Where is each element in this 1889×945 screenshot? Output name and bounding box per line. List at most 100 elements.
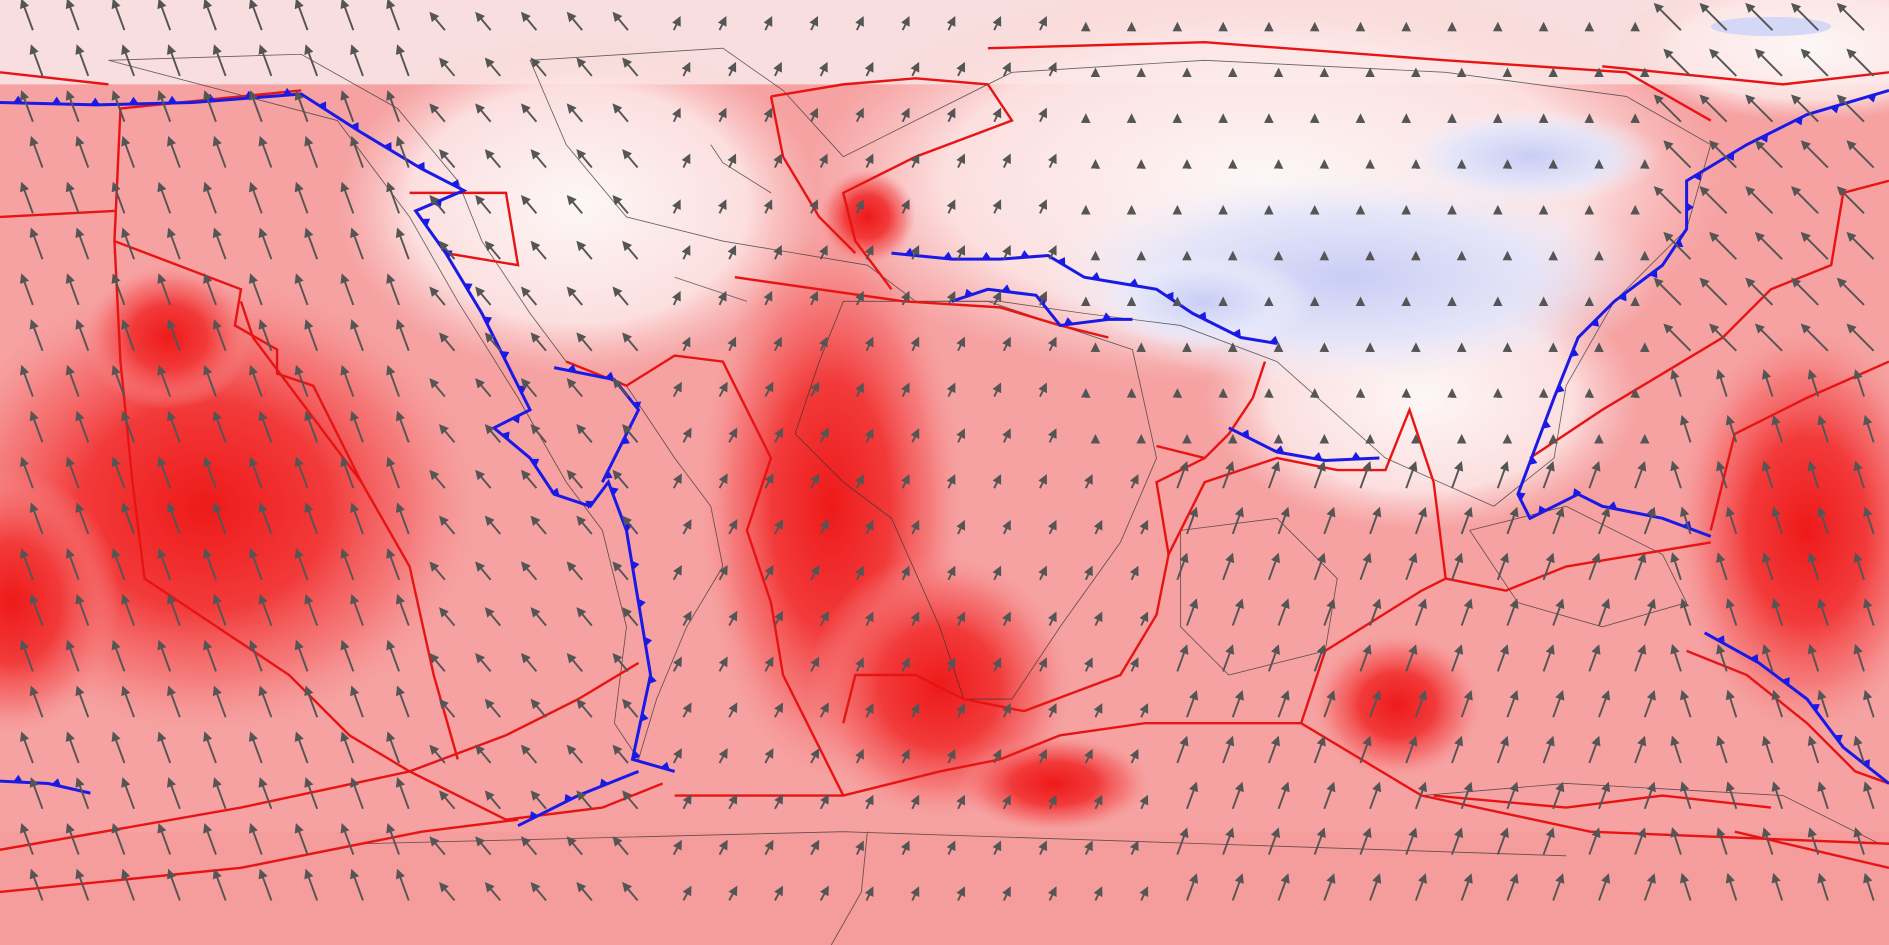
velocity-arrow xyxy=(1754,231,1783,260)
velocity-arrow xyxy=(992,107,1002,123)
velocity-arrow xyxy=(157,548,172,581)
velocity-arrow xyxy=(475,286,492,306)
velocity-arrow xyxy=(727,61,737,77)
velocity-arrow xyxy=(203,364,217,397)
velocity-arrow xyxy=(75,227,90,260)
velocity-arrow xyxy=(395,685,410,718)
velocity-arrow xyxy=(622,57,639,77)
velocity-arrow xyxy=(810,564,820,581)
velocity-arrow xyxy=(212,502,227,535)
velocity-arrow xyxy=(386,273,400,306)
velocity-arrow xyxy=(1598,873,1611,901)
velocity-arrow xyxy=(294,456,309,489)
velocity-arrow xyxy=(157,731,172,764)
velocity-arrow xyxy=(946,840,956,856)
velocity-arrow xyxy=(121,777,135,810)
velocity-arrow xyxy=(75,593,90,626)
velocity-arrow xyxy=(819,519,829,535)
velocity-arrow xyxy=(475,11,492,31)
velocity-arrow xyxy=(1680,598,1692,626)
velocity-arrow xyxy=(1771,506,1784,535)
velocity-arrow xyxy=(810,748,820,764)
velocity-arrow xyxy=(1754,140,1783,169)
velocity-arrow xyxy=(946,657,956,672)
velocity-arrow xyxy=(810,473,820,489)
velocity-arrow xyxy=(1129,474,1139,489)
velocity-arrow xyxy=(258,593,273,626)
velocity-arrow xyxy=(1846,323,1875,352)
velocity-arrow xyxy=(212,135,227,168)
velocity-arrow xyxy=(1506,506,1519,535)
velocity-arrow xyxy=(682,427,692,443)
velocity-arrow xyxy=(566,836,583,856)
velocity-arrow xyxy=(1653,94,1682,123)
velocity-arrow xyxy=(121,410,135,443)
velocity-arrow xyxy=(1709,140,1737,169)
velocity-arrow xyxy=(29,502,44,535)
velocity-arrow xyxy=(439,698,456,718)
velocity-arrow xyxy=(65,822,80,855)
velocity-arrow xyxy=(1663,48,1692,77)
subduction-tooth xyxy=(383,142,392,151)
velocity-arrow xyxy=(900,16,910,31)
velocity-arrow xyxy=(350,868,364,901)
velocity-arrow xyxy=(1863,598,1875,626)
velocity-arrow xyxy=(1267,827,1281,855)
velocity-arrow xyxy=(773,153,782,168)
subduction-tooth xyxy=(610,486,619,496)
subduction-tooth xyxy=(1351,451,1361,460)
hot-region xyxy=(0,470,121,736)
velocity-arrow xyxy=(819,793,829,810)
velocity-arrow xyxy=(1807,643,1820,672)
velocity-arrow xyxy=(1588,735,1601,764)
subduction-tooth xyxy=(167,95,178,104)
velocity-arrow xyxy=(350,44,364,77)
velocity-arrow xyxy=(1863,689,1875,718)
velocity-arrow xyxy=(1277,873,1290,901)
velocity-arrow xyxy=(1038,657,1047,672)
velocity-arrow xyxy=(566,194,583,214)
velocity-arrow xyxy=(956,61,966,77)
velocity-arrow xyxy=(1725,872,1738,901)
velocity-arrow xyxy=(1680,781,1692,810)
velocity-arrow xyxy=(1817,598,1829,626)
velocity-arrow xyxy=(566,561,583,581)
velocity-arrow xyxy=(258,410,273,443)
velocity-arrow xyxy=(1047,794,1057,810)
subduction-tooth xyxy=(421,218,431,227)
velocity-arrow xyxy=(1496,827,1509,855)
velocity-arrow xyxy=(809,199,819,214)
velocity-arrow xyxy=(773,61,782,77)
subduction-tooth xyxy=(640,712,649,722)
velocity-arrow xyxy=(1817,872,1829,901)
velocity-arrow xyxy=(1771,598,1784,626)
velocity-arrow xyxy=(612,286,629,306)
velocity-arrow xyxy=(1807,552,1820,581)
velocity-arrow xyxy=(1846,140,1875,169)
velocity-arrow xyxy=(1359,460,1372,489)
velocity-arrow xyxy=(1709,48,1737,77)
velocity-arrow xyxy=(956,336,966,352)
subduction-tooth xyxy=(463,283,473,292)
velocity-arrow xyxy=(566,11,583,31)
velocity-arrow xyxy=(682,702,692,718)
velocity-arrow xyxy=(1222,644,1235,672)
velocity-arrow xyxy=(157,364,172,397)
velocity-arrow xyxy=(1643,598,1656,626)
velocity-arrow xyxy=(1359,552,1372,581)
velocity-arrow xyxy=(520,11,538,31)
velocity-arrow xyxy=(1084,657,1093,672)
velocity-arrow xyxy=(956,886,966,901)
subduction-tooth xyxy=(450,179,460,189)
velocity-arrow xyxy=(1451,552,1464,581)
subduction-tooth xyxy=(1590,318,1600,327)
velocity-arrow xyxy=(1725,598,1738,626)
velocity-arrow xyxy=(810,656,820,672)
velocity-arrow xyxy=(484,240,502,260)
velocity-arrow xyxy=(304,685,319,718)
velocity-arrow xyxy=(111,364,126,397)
velocity-arrow xyxy=(1506,781,1519,810)
velocity-arrow xyxy=(900,199,910,214)
subduction-tooth xyxy=(550,487,560,497)
velocity-arrow xyxy=(258,685,273,718)
